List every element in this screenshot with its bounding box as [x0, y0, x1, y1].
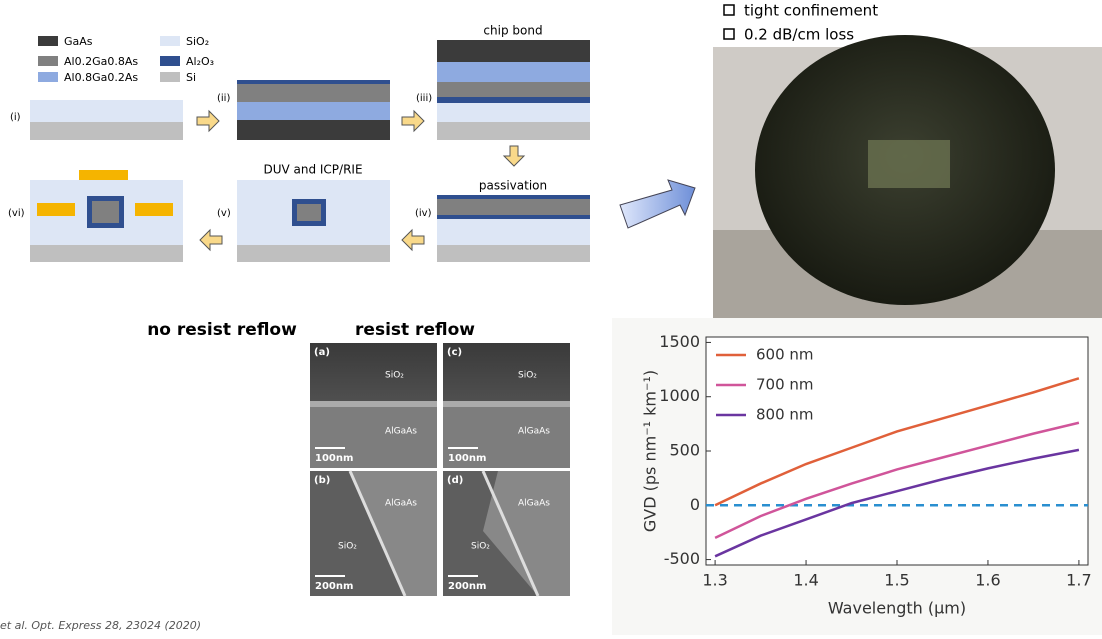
feature: 0.2 dB/cm loss	[744, 26, 854, 44]
material-label: AlGaAs	[385, 427, 417, 437]
step-label: (vi)	[8, 208, 25, 219]
material-legend: GaAs Al0.2Ga0.8As Al0.8Ga0.2As SiO₂ Al₂O…	[38, 35, 214, 84]
material-label: AlGaAs	[385, 499, 417, 509]
legend-label: Si	[186, 71, 196, 84]
material-label: SiO₂	[385, 371, 404, 381]
sem-header: resist reflow	[355, 320, 475, 340]
step-label: (ii)	[217, 93, 230, 104]
step-label: (v)	[217, 208, 231, 219]
sem-panel: (b) AlGaAs SiO₂ 200nm	[310, 471, 437, 596]
sem-panel: (c) SiO₂ AlGaAs 100nm	[443, 343, 570, 468]
x-tick-label: 1.3	[702, 571, 727, 590]
material-label: AlGaAs	[518, 499, 550, 509]
scale-bar: 200nm	[315, 581, 353, 592]
feature: tight confinement	[744, 2, 878, 20]
sem-panel: (a) SiO₂ AlGaAs 100nm	[310, 343, 437, 468]
panel-label: (b)	[314, 475, 330, 486]
x-tick-label: 1.5	[884, 571, 909, 590]
material-label: SiO₂	[518, 371, 537, 381]
legend-label: Al₂O₃	[186, 55, 214, 68]
wafer-photo	[713, 35, 1102, 318]
material-label: SiO₂	[471, 542, 490, 552]
sem-header: no resist reflow	[147, 320, 297, 340]
step-title: DUV and ICP/RIE	[263, 163, 362, 177]
x-axis-label: Wavelength (µm)	[828, 599, 966, 618]
material-label: AlGaAs	[518, 427, 550, 437]
citation: et al. Opt. Express 28, 23024 (2020)	[0, 619, 201, 632]
legend-label: 600 nm	[756, 346, 814, 364]
panel-label: (c)	[447, 347, 462, 358]
legend-label: GaAs	[64, 35, 93, 48]
legend-label: Al0.2Ga0.8As	[64, 55, 138, 68]
plot-area	[706, 337, 1088, 565]
y-axis-label: GVD (ps nm⁻¹ km⁻¹)	[641, 370, 660, 532]
scale-bar: 100nm	[448, 453, 486, 464]
y-tick-label: 1500	[659, 332, 700, 351]
sem-images: no resist reflow resist reflow (a) SiO₂ Al…	[147, 320, 570, 596]
y-tick-label: 0	[690, 495, 700, 514]
material-label: SiO₂	[338, 542, 357, 552]
y-tick-label: -500	[664, 549, 700, 568]
y-tick-label: 1000	[659, 386, 700, 405]
panel-label: (d)	[447, 475, 463, 486]
step-title: chip bond	[483, 24, 542, 38]
scale-bar: 100nm	[315, 453, 353, 464]
scale-bar: 200nm	[448, 581, 486, 592]
step-label: (iv)	[415, 208, 432, 219]
x-tick-label: 1.6	[975, 571, 1000, 590]
legend-label: 700 nm	[756, 376, 814, 394]
legend-label: SiO₂	[186, 35, 209, 48]
legend-label: Al0.8Ga0.2As	[64, 71, 138, 84]
x-tick-label: 1.4	[793, 571, 818, 590]
step-label: (iii)	[416, 93, 432, 104]
panel-label: (a)	[314, 347, 330, 358]
y-tick-label: 500	[669, 441, 700, 460]
feature-list: tight confinement 0.2 dB/cm loss	[724, 2, 878, 44]
step-title: passivation	[479, 179, 547, 193]
x-tick-label: 1.7	[1066, 571, 1091, 590]
legend-label: 800 nm	[756, 406, 814, 424]
page: GaAs Al0.2Ga0.8As Al0.8Ga0.2As SiO₂ Al₂O…	[0, 0, 1102, 635]
step-label: (i)	[10, 112, 21, 123]
sem-panel: (d) AlGaAs SiO₂ 200nm	[443, 471, 570, 596]
